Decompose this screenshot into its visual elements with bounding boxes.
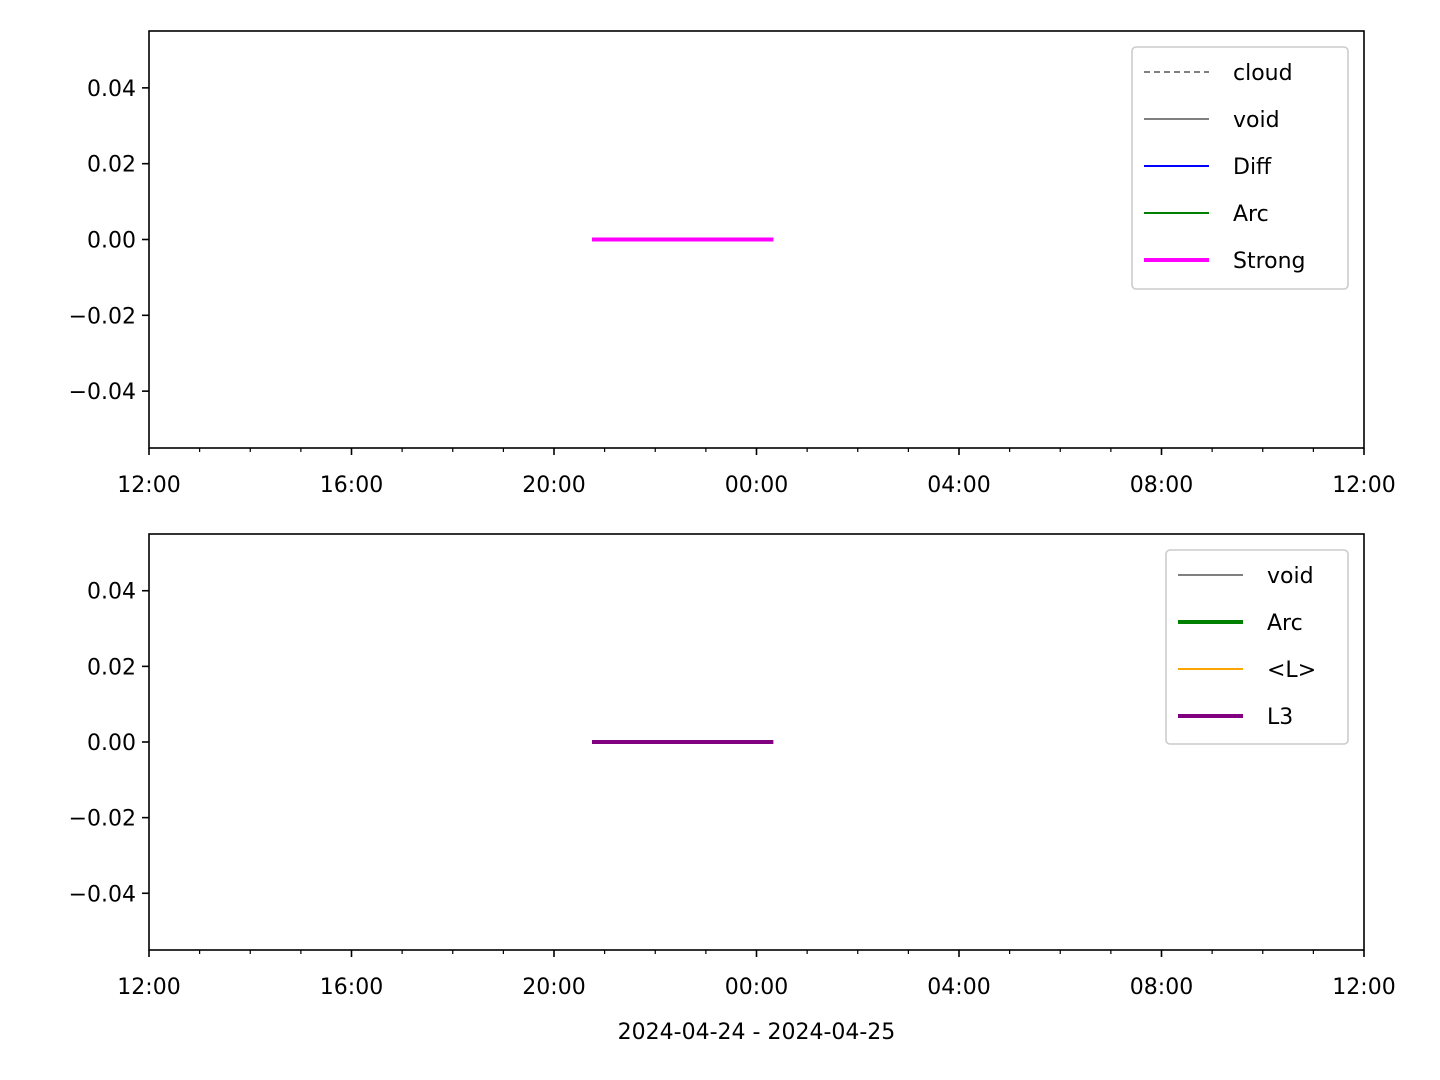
x-tick-label: 20:00 — [522, 473, 585, 498]
x-tick-label: 12:00 — [1332, 975, 1395, 1000]
legend: cloud void Diff Arc Strong — [1131, 46, 1349, 290]
legend-label: void — [1233, 108, 1280, 133]
subplot-1: 0.04 0.02 0.00 −0.02 −0.04 12:00 16:00 20:00 00:… — [69, 30, 1396, 498]
y-tick-label: 0.04 — [87, 77, 136, 102]
legend-label: void — [1267, 564, 1314, 589]
y-tick-label: −0.04 — [69, 380, 136, 405]
x-tick-label: 16:00 — [320, 975, 383, 1000]
x-tick-label: 04:00 — [927, 473, 990, 498]
x-tick-label: 12:00 — [117, 975, 180, 1000]
x-axis-label: 2024-04-24 - 2024-04-25 — [618, 1020, 896, 1045]
legend: void Arc <L> L3 — [1165, 549, 1349, 745]
y-tick-label: 0.04 — [87, 580, 136, 605]
y-tick-label: 0.00 — [87, 731, 136, 756]
legend-label: L3 — [1267, 705, 1293, 730]
x-tick-label: 20:00 — [522, 975, 585, 1000]
axes-frame — [148, 30, 1365, 449]
legend-frame — [1165, 549, 1349, 745]
x-tick-label: 00:00 — [725, 473, 788, 498]
legend-label: cloud — [1233, 61, 1293, 86]
y-tick-label: −0.02 — [69, 304, 136, 329]
x-tick-label: 16:00 — [320, 473, 383, 498]
subplot-2: 0.04 0.02 0.00 −0.02 −0.04 12:00 16:00 20:00 00:… — [69, 533, 1396, 1045]
legend-label: Arc — [1233, 202, 1269, 227]
x-tick-label: 12:00 — [117, 473, 180, 498]
x-tick-label: 00:00 — [725, 975, 788, 1000]
legend-label: Strong — [1233, 249, 1306, 274]
y-tick-label: 0.02 — [87, 655, 136, 680]
legend-label: Diff — [1233, 155, 1272, 180]
x-tick-label: 08:00 — [1130, 473, 1193, 498]
legend-label: Arc — [1267, 611, 1303, 636]
axes-frame — [148, 533, 1365, 951]
legend-label: <L> — [1267, 658, 1316, 683]
x-tick-label: 08:00 — [1130, 975, 1193, 1000]
y-tick-label: 0.00 — [87, 229, 136, 254]
x-tick-label: 12:00 — [1332, 473, 1395, 498]
y-tick-label: −0.04 — [69, 882, 136, 907]
legend-frame — [1131, 46, 1349, 290]
y-tick-label: −0.02 — [69, 807, 136, 832]
x-tick-label: 04:00 — [927, 975, 990, 1000]
y-tick-label: 0.02 — [87, 153, 136, 178]
